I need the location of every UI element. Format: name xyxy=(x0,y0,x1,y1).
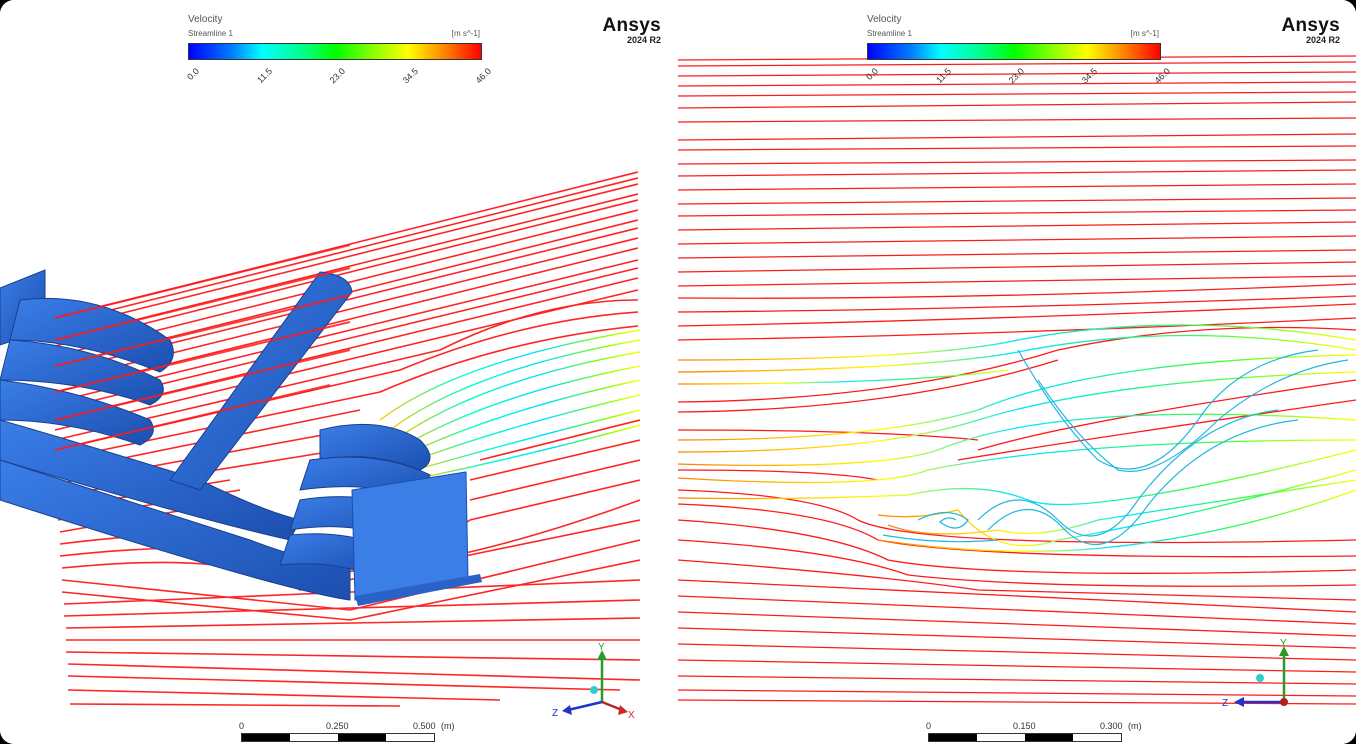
y-axis-label: Y xyxy=(1280,638,1287,649)
legend-ticks: 0.0 11.5 23.0 34.5 46.0 xyxy=(185,60,493,90)
ansys-logo: Ansys 2024 R2 xyxy=(602,16,661,46)
ansys-logo: Ansys 2024 R2 xyxy=(1281,16,1340,46)
brand-version: 2024 R2 xyxy=(626,35,661,45)
color-scale-bar xyxy=(188,43,482,60)
legend-tick: 0.0 xyxy=(185,66,202,82)
velocity-legend: Velocity Streamline 1 [m s^-1] 0.0 11.5 … xyxy=(864,14,1172,90)
legend-title: Velocity xyxy=(867,14,902,25)
left-viewport[interactable]: Velocity Streamline 1 [m s^-1] 0.0 11.5 … xyxy=(0,0,678,744)
scale-bar: 0 0.250 0.500 (m) xyxy=(239,721,455,742)
legend-subtitle: Streamline 1 xyxy=(188,29,233,38)
legend-units: [m s^-1] xyxy=(451,29,480,38)
velocity-legend: Velocity Streamline 1 [m s^-1] 0.0 11.5 … xyxy=(185,14,493,90)
right-viewport[interactable]: Velocity Streamline 1 [m s^-1] 0.0 11.5 … xyxy=(678,0,1356,744)
scale-bar: 0 0.150 0.300 (m) xyxy=(926,721,1142,742)
z-axis-label: Z xyxy=(1222,698,1228,709)
color-scale-bar xyxy=(867,43,1161,60)
y-axis-label: Y xyxy=(598,642,605,653)
scale-unit: (m) xyxy=(441,721,455,731)
scale-label: 0.300 xyxy=(1100,721,1123,731)
scale-label: 0 xyxy=(239,721,245,731)
legend-units: [m s^-1] xyxy=(1130,29,1159,38)
legend-tick: 0.0 xyxy=(864,66,881,82)
brand-name: Ansys xyxy=(602,15,661,36)
legend-tick: 11.5 xyxy=(255,66,275,85)
scale-label: 0.150 xyxy=(1013,721,1036,731)
legend-tick: 11.5 xyxy=(934,66,954,85)
scale-label: 0.250 xyxy=(326,721,349,731)
legend-ticks: 0.0 11.5 23.0 34.5 46.0 xyxy=(864,60,1172,90)
legend-tick: 23.0 xyxy=(1006,66,1027,86)
legend-subtitle: Streamline 1 xyxy=(867,29,912,38)
x-axis-label: X xyxy=(628,710,635,720)
axis-triad[interactable]: Y Z X xyxy=(548,640,638,720)
legend-tick: 34.5 xyxy=(1079,66,1100,86)
scale-label: 0.500 xyxy=(413,721,436,731)
brand-name: Ansys xyxy=(1281,15,1340,36)
legend-tick: 23.0 xyxy=(327,66,348,86)
z-axis-label: Z xyxy=(552,708,558,719)
legend-title: Velocity xyxy=(188,14,223,25)
scale-label: 0 xyxy=(926,721,932,731)
right-streamline-visualization[interactable] xyxy=(678,0,1356,744)
axis-triad[interactable]: Y Z xyxy=(1218,636,1308,716)
brand-version: 2024 R2 xyxy=(1305,35,1340,45)
scale-unit: (m) xyxy=(1128,721,1142,731)
left-streamline-visualization[interactable] xyxy=(0,0,678,744)
legend-tick: 34.5 xyxy=(400,66,421,86)
